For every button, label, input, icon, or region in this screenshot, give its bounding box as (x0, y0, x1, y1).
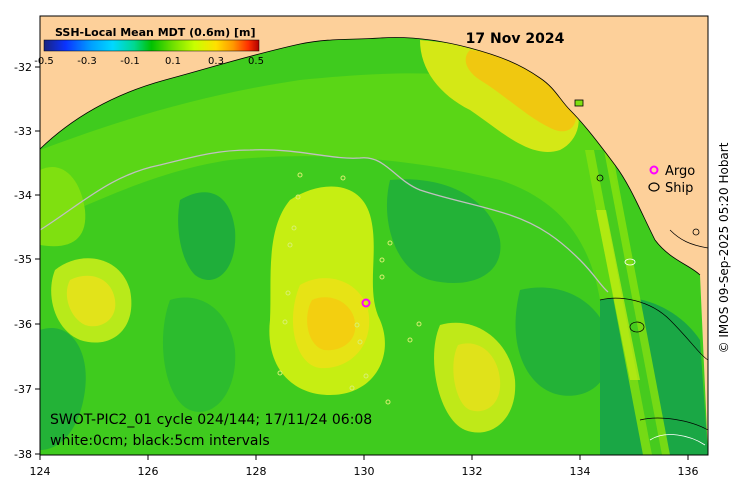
y-axis: -32 -33 -34 -35 -36 -37 -38 (14, 61, 40, 461)
colorbar-tick: -0.1 (120, 56, 140, 67)
y-tick-label: -38 (14, 448, 32, 461)
colorbar: SSH-Local Mean MDT (0.6m) [m] -0.5 -0.3 … (34, 26, 264, 67)
x-tick-label: 126 (138, 465, 159, 478)
colorbar-tick: 0.3 (208, 56, 224, 67)
map-date-title: 17 Nov 2024 (466, 31, 565, 47)
x-axis: 124 126 128 130 132 134 136 (30, 455, 699, 478)
y-tick-label: -36 (14, 318, 32, 331)
colorbar-label: SSH-Local Mean MDT (0.6m) [m] (55, 26, 255, 39)
colorbar-tick: 0.1 (165, 56, 181, 67)
y-tick-label: -32 (14, 61, 32, 74)
y-tick-label: -37 (14, 383, 32, 396)
x-tick-label: 130 (354, 465, 375, 478)
map-area (40, 16, 708, 455)
argo-legend-label: Argo (665, 164, 695, 179)
colorbar-tick: 0.5 (248, 56, 264, 67)
x-tick-label: 124 (30, 465, 51, 478)
x-tick-label: 132 (462, 465, 483, 478)
swath-annotation: SWOT-PIC2_01 cycle 024/144; 17/11/24 06:… (50, 412, 372, 428)
contour-annotation: white:0cm; black:5cm intervals (50, 433, 270, 449)
shelf-contour (40, 149, 609, 293)
argo-float-markers (361, 298, 371, 308)
coastal-features (574, 99, 700, 236)
y-tick-label: -33 (14, 125, 32, 138)
ship-legend-marker (648, 182, 660, 192)
argo-legend-marker (649, 165, 659, 175)
x-tick-label: 134 (570, 465, 591, 478)
y-tick-label: -34 (14, 189, 32, 202)
white-contours (624, 258, 706, 446)
legend: Argo Ship (648, 164, 695, 196)
black-contours (599, 229, 708, 431)
colorbar-gradient (43, 39, 260, 52)
y-tick-label: -35 (14, 253, 32, 266)
ship-legend-label: Ship (665, 181, 693, 196)
x-tick-label: 136 (678, 465, 699, 478)
coastline (40, 37, 701, 276)
colorbar-tick: -0.5 (34, 56, 54, 67)
map-frame (39, 15, 709, 456)
track-points (277, 172, 422, 405)
copyright-text: © IMOS 09-Sep-2025 05:20 Hobart (717, 142, 731, 354)
colorbar-tick: -0.3 (77, 56, 97, 67)
x-tick-label: 128 (246, 465, 267, 478)
